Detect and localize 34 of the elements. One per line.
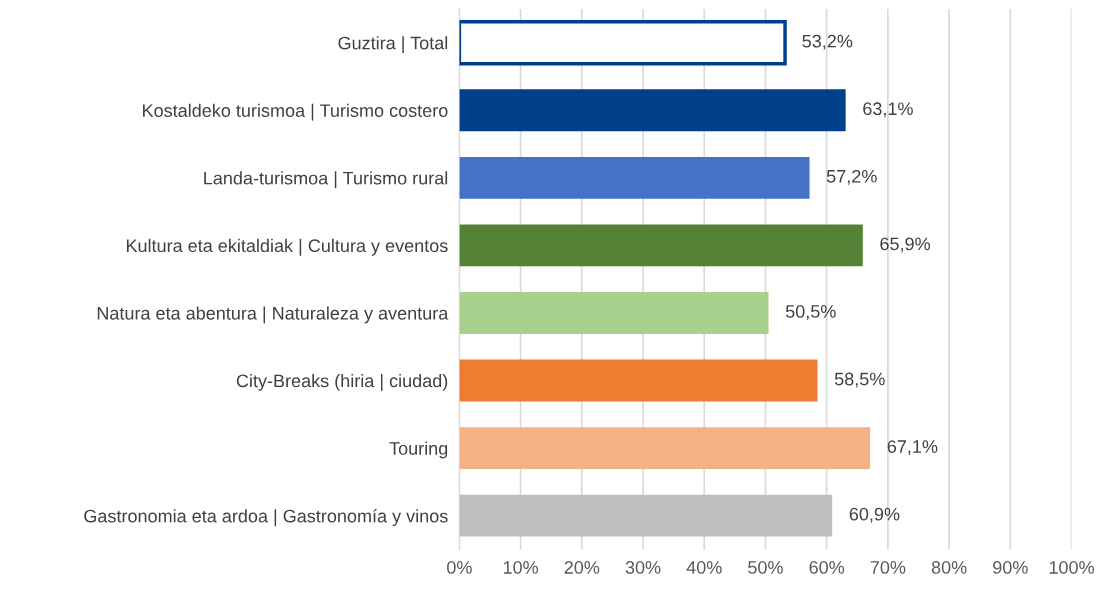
- bar: [459, 89, 846, 132]
- x-tick-label: 40%: [686, 561, 722, 574]
- bar: [459, 427, 871, 470]
- bar: [459, 156, 810, 199]
- bar: [459, 359, 818, 402]
- x-tick-label: 0%: [447, 561, 472, 574]
- x-tick-label: 90%: [993, 561, 1028, 574]
- bar: [459, 494, 833, 537]
- y-tick-label: Natura eta abentura | Naturaleza y aventura: [97, 306, 449, 324]
- y-tick-label: Guztira | Total: [338, 36, 448, 54]
- data-label: 65,9%: [880, 237, 930, 253]
- bar: [459, 292, 769, 334]
- x-tick-label: 20%: [564, 561, 600, 574]
- x-tick-label: 100%: [1049, 561, 1094, 574]
- x-tick-label: 80%: [931, 561, 967, 574]
- data-label: 57,2%: [826, 169, 877, 185]
- x-tick-label: 60%: [809, 561, 845, 574]
- x-tick-label: 50%: [748, 561, 783, 574]
- y-tick-label: Kostaldeko turismoa | Turismo costero: [143, 103, 448, 121]
- data-label: 67,1%: [887, 440, 938, 456]
- data-label: 53,2%: [802, 34, 853, 50]
- y-tick-label: Gastronomia eta ardoa | Gastronomía y vinos: [84, 509, 448, 527]
- y-tick-label: Touring: [389, 441, 448, 459]
- data-label: 50,5%: [785, 305, 836, 320]
- data-label: 58,5%: [834, 372, 885, 388]
- y-tick-label: Landa-turismoa | Turismo rural: [204, 171, 448, 189]
- x-tick-label: 30%: [625, 561, 661, 574]
- y-tick-label: City-Breaks (hiria | ciudad): [236, 373, 448, 391]
- data-label: 60,9%: [849, 507, 900, 523]
- y-tick-label: Kultura eta ekitaldiak | Cultura y eventos: [126, 238, 448, 256]
- x-tick-label: 10%: [503, 561, 539, 574]
- x-tick-label: 70%: [870, 561, 906, 574]
- bar: [459, 224, 863, 267]
- data-label: 63,1%: [863, 102, 913, 118]
